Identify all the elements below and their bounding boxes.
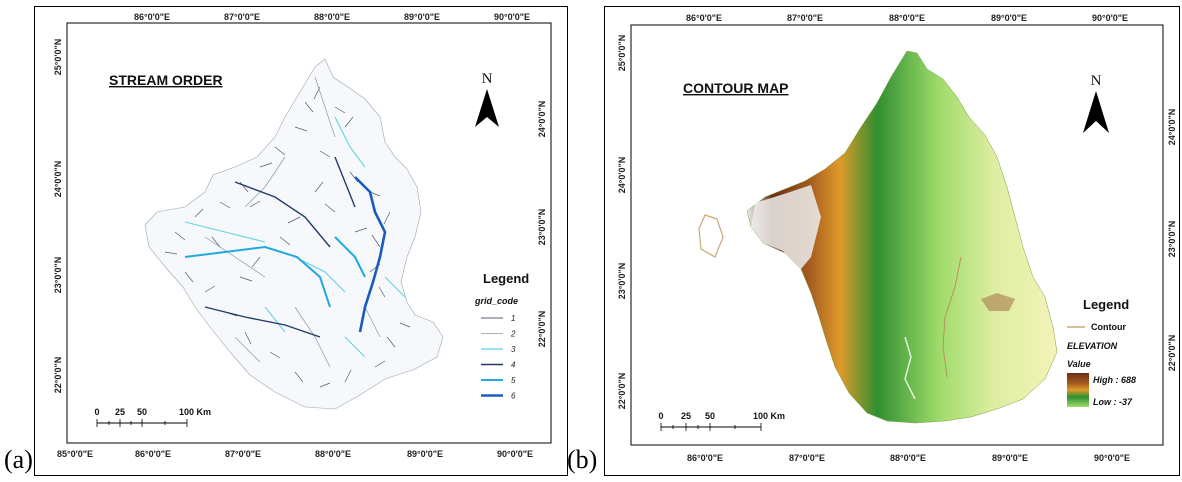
bottom-lon-label: 90°0'0"E: [1094, 453, 1130, 463]
bottom-lon-label: 88°0'0"E: [315, 449, 351, 459]
high-plateau: [751, 185, 821, 269]
right-lat-label: 24°0'0"N: [1167, 109, 1177, 146]
contour-line: [942, 256, 962, 378]
top-lon-label: 90°0'0"E: [1092, 13, 1128, 23]
river-channel: [904, 336, 916, 400]
elevation-raster: [698, 50, 1058, 424]
bottom-lon-label: 89°0'0"E: [992, 453, 1028, 463]
top-lon-label: 88°0'0"E: [889, 13, 925, 23]
stream-network: [144, 58, 444, 410]
inner-neatline: [66, 22, 552, 444]
legend-high: High : 688: [1093, 375, 1136, 385]
scale-bar: 0 25 50 100 Km: [94, 407, 211, 427]
scale-tick-label: 50: [137, 407, 147, 417]
right-lat-label: 22°0'0"N: [537, 311, 547, 348]
panel-a-letter: (a): [4, 445, 33, 474]
top-lon-label: 89°0'0"E: [404, 12, 440, 22]
legend-elevation: ELEVATION: [1067, 341, 1118, 351]
panel-b-letter: (b): [567, 445, 598, 474]
north-arrow-icon: [1083, 91, 1109, 133]
top-lon-label: 88°0'0"E: [314, 12, 350, 22]
stream-order-map: 86°0'0"E 87°0'0"E 88°0'0"E 89°0'0"E 90°0…: [34, 6, 568, 476]
terrain-region: [746, 50, 1058, 424]
top-lon-label: 89°0'0"E: [991, 13, 1027, 23]
legend-low: Low : -37: [1093, 397, 1133, 407]
bottom-lon-label: 89°0'0"E: [407, 449, 443, 459]
top-lon-label: 86°0'0"E: [686, 13, 722, 23]
north-arrow-icon: [475, 89, 499, 127]
order-4-streams: [204, 156, 356, 338]
order-5-streams: [184, 236, 366, 308]
top-lon-label: 87°0'0"E: [787, 13, 823, 23]
legend: Legend grid_code 1 2 3 4 5 6: [474, 271, 529, 401]
bottom-lon-label: 87°0'0"E: [225, 449, 261, 459]
left-lat-label: 23°0'0"N: [53, 257, 63, 294]
order-3-streams: [184, 116, 406, 358]
left-lat-label: 25°0'0"N: [53, 39, 63, 76]
contour-patch: [981, 293, 1015, 311]
scale-tick-label: 25: [115, 407, 125, 417]
scale-tick-label: 0: [94, 407, 99, 417]
bottom-lon-label: 86°0'0"E: [687, 453, 723, 463]
left-lat-label: 22°0'0"N: [53, 357, 63, 394]
right-lat-label: 24°0'0"N: [537, 101, 547, 138]
legend-item-label: 5: [511, 376, 516, 385]
stream-order-svg: 86°0'0"E 87°0'0"E 88°0'0"E 89°0'0"E 90°0…: [53, 12, 552, 459]
left-lat-label: 24°0'0"N: [53, 161, 63, 198]
left-lat-label: 22°0'0"N: [617, 373, 627, 410]
left-lat-label: 25°0'0"N: [617, 35, 627, 72]
left-lat-label: 24°0'0"N: [617, 157, 627, 194]
legend-title: Legend: [483, 271, 529, 286]
legend-value: Value: [1067, 359, 1091, 369]
bottom-lon-label: 86°0'0"E: [135, 449, 171, 459]
order-1-streams: [164, 86, 411, 388]
order-6-streams: [354, 176, 387, 333]
contour-map-svg: 86°0'0"E 87°0'0"E 88°0'0"E 89°0'0"E 90°0…: [617, 13, 1177, 463]
bottom-lon-label: 88°0'0"E: [890, 453, 926, 463]
right-lat-label: 22°0'0"N: [1167, 335, 1177, 372]
north-label: N: [1091, 73, 1102, 89]
map-title: CONTOUR MAP: [683, 80, 789, 96]
top-lon-label: 86°0'0"E: [134, 12, 170, 22]
scale-bar: 0 25 50 100 Km: [658, 411, 785, 431]
inner-neatline: [630, 24, 1164, 446]
legend-field: grid_code: [474, 296, 518, 306]
scale-tick-label: 0: [658, 411, 663, 421]
order-2-streams: [204, 76, 381, 368]
scale-ticks: [660, 423, 762, 431]
legend-contour: Contour: [1091, 322, 1126, 332]
basin-outline: [144, 58, 444, 410]
legend-items: 1 2 3 4 5 6: [481, 314, 516, 401]
map-title: STREAM ORDER: [109, 72, 223, 88]
contour-map: 86°0'0"E 87°0'0"E 88°0'0"E 89°0'0"E 90°0…: [604, 6, 1180, 476]
scale-tick-label: 25: [681, 411, 691, 421]
scale-ticks: [96, 419, 188, 427]
legend-item-label: 2: [510, 330, 516, 339]
top-lon-label: 87°0'0"E: [224, 12, 260, 22]
west-outlier: [698, 214, 724, 258]
bottom-lon-label: 87°0'0"E: [789, 453, 825, 463]
elevation-ramp-swatch: [1067, 373, 1089, 407]
bottom-lon-label: 90°0'0"E: [497, 449, 533, 459]
legend-title: Legend: [1083, 297, 1129, 312]
legend: Legend Contour ELEVATION Value High : 68…: [1067, 297, 1136, 407]
left-lat-label: 23°0'0"N: [617, 263, 627, 300]
north-label: N: [482, 71, 493, 87]
legend-item-label: 4: [511, 361, 516, 370]
legend-item-label: 3: [511, 345, 516, 354]
scale-tick-label: 50: [705, 411, 715, 421]
bottom-lon-label: 85°0'0"E: [57, 449, 93, 459]
scale-tick-label: 100 Km: [753, 411, 785, 421]
top-lon-label: 90°0'0"E: [494, 12, 530, 22]
right-lat-label: 23°0'0"N: [537, 209, 547, 246]
right-lat-label: 23°0'0"N: [1167, 221, 1177, 258]
legend-item-label: 1: [511, 314, 515, 323]
legend-item-label: 6: [511, 392, 516, 401]
scale-tick-label: 100 Km: [179, 407, 211, 417]
